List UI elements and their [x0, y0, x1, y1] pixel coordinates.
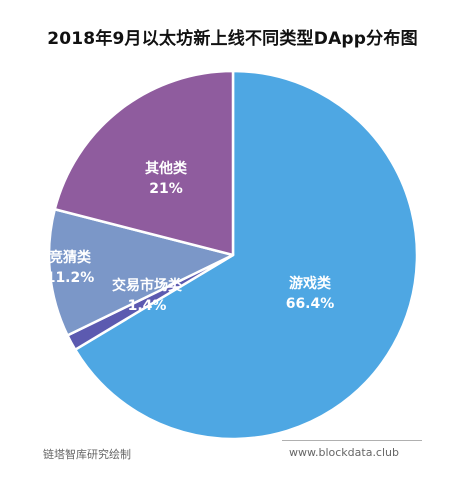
footer-source: 链塔智库研究绘制: [43, 448, 131, 461]
pie-slices: [47, 69, 419, 441]
slice-label: 游戏类: [289, 275, 332, 292]
pie-slice: [47, 207, 235, 337]
slice-label: 交易市场类: [112, 277, 183, 294]
pie-labels: 游戏类 66.4% 交易市场类 1.4% 竞猜类 11.2% 其他类 21%: [46, 160, 335, 314]
slice-value-label: 11.2%: [46, 270, 95, 286]
pie-slice: [53, 69, 235, 257]
chart-title: 2018年9月以太坊新上线不同类型DApp分布图: [47, 29, 418, 49]
slice-label: 其他类: [145, 160, 188, 177]
footer-website: www.blockdata.club: [289, 446, 399, 459]
slice-value-label: 1.4%: [128, 298, 167, 314]
slice-value-label: 21%: [149, 181, 183, 197]
pie-slice: [73, 69, 419, 441]
slice-label: 竞猜类: [49, 249, 92, 266]
slice-value-label: 66.4%: [286, 296, 335, 312]
footer-divider: [282, 440, 422, 441]
